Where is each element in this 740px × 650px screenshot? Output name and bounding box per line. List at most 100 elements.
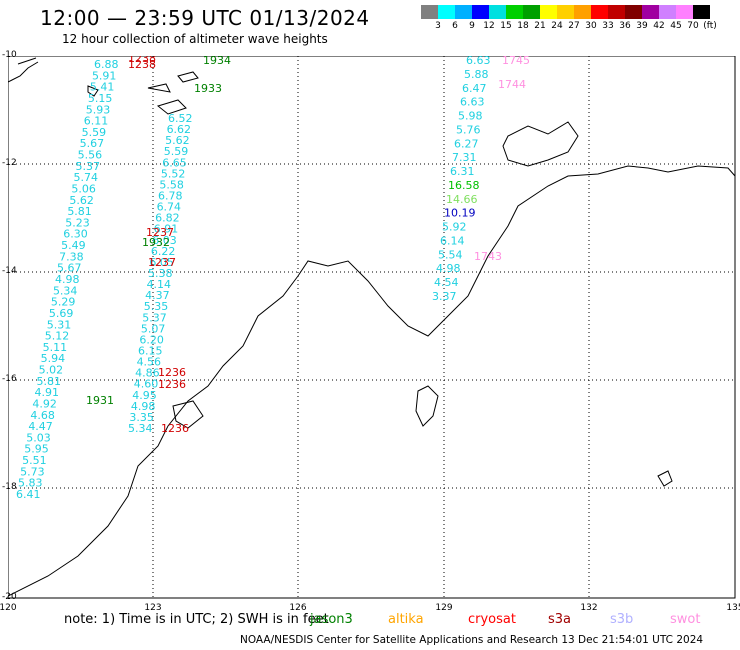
track-a-value: 4.68 [30,409,55,422]
track-a-value: 7.38 [59,250,84,263]
colorbar-label: 39 [636,21,648,31]
colorbar-swatch [472,5,489,19]
track-a-value: 5.12 [45,330,70,343]
colorbar-swatch [591,5,608,19]
colorbar-swatch [676,5,693,19]
colorbar-labels: 3 6 9 12 15 18 21 24 27 30 33 36 39 42 45 70 (ft) [421,21,740,35]
track-c-value: 6.27 [454,137,479,150]
colorbar-label: 24 [551,21,563,31]
colorbar-swatch [489,5,506,19]
track-c-value: 14.66 [446,193,478,206]
track-c-value: 6.63 [460,96,485,109]
map-canvas: 6.885.915.415.155.936.115.595.675.565.37… [7,52,736,599]
coast-small-islands [87,71,199,115]
track-b-value: 6.22 [151,245,176,258]
track-a-value: 6.41 [16,488,41,501]
satellite-legend-item: jason3 [310,612,353,627]
track-a-value: 5.02 [39,364,64,377]
track-b-value: 6.20 [139,333,164,346]
track-b-value: 5.37 [142,311,167,324]
track-b-value: 5.35 [144,300,169,313]
x-tick-label: 135 [726,603,740,613]
track-c-value: 3.37 [432,290,457,303]
track-a-value: 5.56 [78,149,103,162]
colorbar-label: 36 [619,21,631,31]
track-c-value: 10.19 [444,207,476,220]
track-c-value: 6.63 [466,56,491,67]
track-a-value: 4.92 [32,397,57,410]
x-tick-label: 126 [289,603,307,613]
track-a-value: 5.29 [51,296,76,309]
track-a-value: 5.93 [86,103,111,116]
coast-kimberley-islands [172,400,204,429]
track-c-value: 5.88 [464,68,489,81]
colorbar-label: 12 [483,21,495,31]
time-label: 1238 [128,56,156,65]
colorbar-label: 15 [500,21,512,31]
colorbar-swatch [557,5,574,19]
colorbar-label: 30 [585,21,597,31]
x-tick-label: 129 [435,603,453,613]
track-c-value: 5.92 [442,221,467,234]
track-a-value: 5.91 [92,69,117,82]
track-b-value: 5.62 [165,134,190,147]
colorbar-label: 33 [602,21,614,31]
altimeter-tracks: 6.885.915.415.155.936.115.595.675.565.37… [16,52,530,501]
colorbar-swatch [540,5,557,19]
track-a-value: 4.91 [34,386,59,399]
coast-timor [7,57,39,83]
colorbar-swatch [642,5,659,19]
satellite-legend-item: swot [670,612,701,627]
time-label: 1931 [86,394,114,407]
time-label: 1932 [142,236,170,249]
track-a-value: 5.94 [41,352,65,365]
track-b-value: 6.03 [152,234,177,247]
track-c-value: 5.76 [456,123,481,136]
track-c-value: 5.98 [458,110,483,123]
track-a-value: 5.37 [76,160,101,173]
x-tick-label: 120 [0,603,17,613]
colorbar-swatch [659,5,676,19]
footer-note: note: 1) Time is in UTC; 2) SWH is in fe… [64,612,329,627]
time-label: 1236 [158,378,186,391]
time-label: 1236 [161,422,189,435]
track-a-value: 5.15 [88,92,113,105]
track-b-value: 6.05 [149,256,174,269]
colorbar-label: 21 [534,21,546,31]
track-b-value: 5.59 [164,145,189,158]
track-a-value: 5.69 [49,307,73,320]
track-a-value: 5.74 [73,171,98,184]
colorbar-label: 6 [452,21,458,31]
chart-title: 12:00 — 23:59 UTC 01/13/2024 [40,6,370,30]
track-b-value: 4.56 [137,356,162,369]
track-b-value: 4.60 [134,378,159,391]
track-c-value: 4.54 [434,276,459,289]
time-label: 1934 [203,56,231,67]
track-c-value: 7.31 [452,151,477,164]
chart-subtitle: 12 hour collection of altimeter wave hei… [62,32,328,46]
track-a-value: 5.23 [65,216,90,229]
track-b-value: 6.15 [138,345,163,358]
colorbar-swatch [608,5,625,19]
colorbar [421,5,710,19]
track-b-value: 4.14 [147,278,172,291]
track-a-value: 5.95 [24,443,49,456]
track-b-value: 5.38 [148,267,173,280]
time-label: 1236 [158,366,186,379]
x-tick-label: 132 [580,603,598,613]
footer-credit: NOAA/NESDIS Center for Satellite Applica… [240,634,704,646]
colorbar-swatch [693,5,710,19]
track-a-value: 5.34 [53,284,78,297]
track-b-value: 6.91 [154,223,179,236]
colorbar-label: 70 [687,21,699,31]
colorbar-swatch [625,5,642,19]
colorbar-swatch [574,5,591,19]
track-a-value: 6.11 [84,115,109,128]
y-tick-label: -12 [2,158,17,168]
colorbar-label: 27 [568,21,580,31]
track-c-value: 4.98 [436,262,461,275]
track-b-value: 4.98 [131,400,156,413]
colorbar-swatch [438,5,455,19]
colorbar-swatch [421,5,438,19]
track-a-value: 5.49 [61,239,86,252]
